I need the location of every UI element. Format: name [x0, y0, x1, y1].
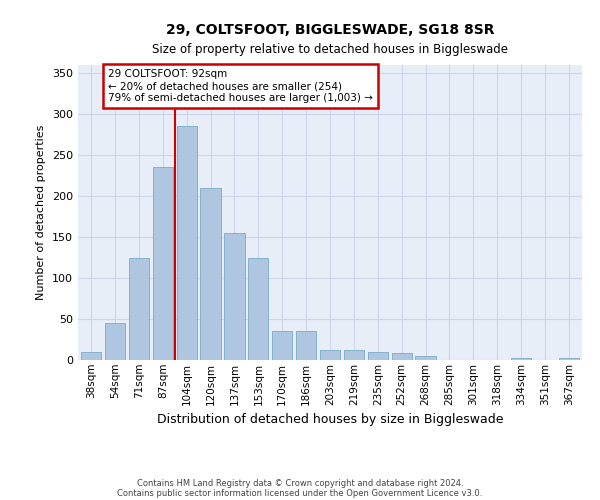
Bar [105, 323, 125, 360]
Bar [368, 352, 388, 360]
Bar [392, 354, 412, 360]
Bar [344, 350, 364, 360]
Text: Size of property relative to detached houses in Biggleswade: Size of property relative to detached ho… [152, 42, 508, 56]
Bar [511, 358, 531, 360]
X-axis label: Distribution of detached houses by size in Biggleswade: Distribution of detached houses by size … [157, 413, 503, 426]
Bar [296, 332, 316, 360]
Bar [176, 126, 197, 360]
Y-axis label: Number of detached properties: Number of detached properties [37, 125, 46, 300]
Bar [415, 356, 436, 360]
Text: 29 COLTSFOOT: 92sqm
← 20% of detached houses are smaller (254)
79% of semi-detac: 29 COLTSFOOT: 92sqm ← 20% of detached ho… [108, 70, 373, 102]
Bar [320, 350, 340, 360]
Bar [248, 258, 268, 360]
Bar [224, 233, 245, 360]
Text: Contains public sector information licensed under the Open Government Licence v3: Contains public sector information licen… [118, 488, 482, 498]
Bar [152, 168, 173, 360]
Bar [200, 188, 221, 360]
Bar [129, 258, 149, 360]
Text: 29, COLTSFOOT, BIGGLESWADE, SG18 8SR: 29, COLTSFOOT, BIGGLESWADE, SG18 8SR [166, 22, 494, 36]
Bar [559, 358, 579, 360]
Text: Contains HM Land Registry data © Crown copyright and database right 2024.: Contains HM Land Registry data © Crown c… [137, 478, 463, 488]
Bar [81, 352, 101, 360]
Bar [272, 332, 292, 360]
